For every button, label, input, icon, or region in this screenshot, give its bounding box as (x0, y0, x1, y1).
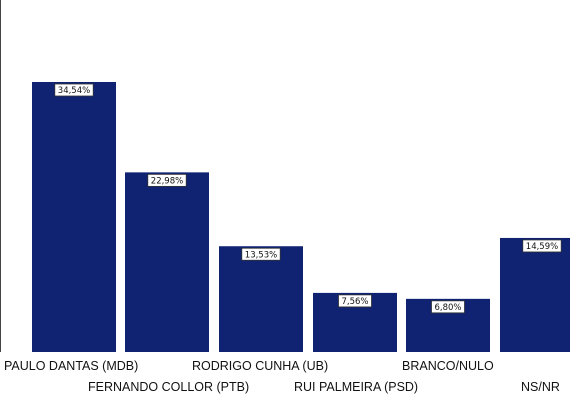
bar-6 (500, 237, 570, 352)
data-labels-group: 34,54% 22,98% 13,53% 7,56% 6,80% 14,59% (54, 83, 562, 314)
data-label-box-1 (54, 83, 94, 97)
category-label-5: BRANCO/NULO (402, 359, 494, 373)
data-label-6: 14,59% (526, 242, 558, 252)
bar-1 (32, 82, 116, 352)
data-label-5: 6,80% (434, 303, 461, 313)
data-label-box-5 (431, 300, 465, 314)
bar-3 (219, 246, 303, 352)
bars-group (32, 82, 570, 352)
category-label-1: PAULO DANTAS (MDB) (4, 359, 138, 373)
category-label-3: RODRIGO CUNHA (UB) (192, 359, 328, 373)
category-labels-group: PAULO DANTAS (MDB) FERNANDO COLLOR (PTB) R… (4, 359, 560, 394)
category-label-4: RUI PALMEIRA (PSD) (294, 380, 418, 394)
data-label-1: 34,54% (58, 86, 90, 96)
category-label-2: FERNANDO COLLOR (PTB) (88, 380, 249, 394)
category-label-6: NS/NR (521, 380, 560, 394)
data-label-4: 7,56% (341, 297, 368, 307)
data-label-2: 22,98% (151, 177, 183, 187)
bar-2 (125, 172, 209, 352)
data-label-box-6 (522, 239, 562, 253)
data-label-box-4 (338, 294, 372, 308)
data-label-box-2 (147, 173, 187, 187)
data-label-3: 13,53% (245, 250, 277, 260)
data-label-box-3 (241, 247, 281, 261)
